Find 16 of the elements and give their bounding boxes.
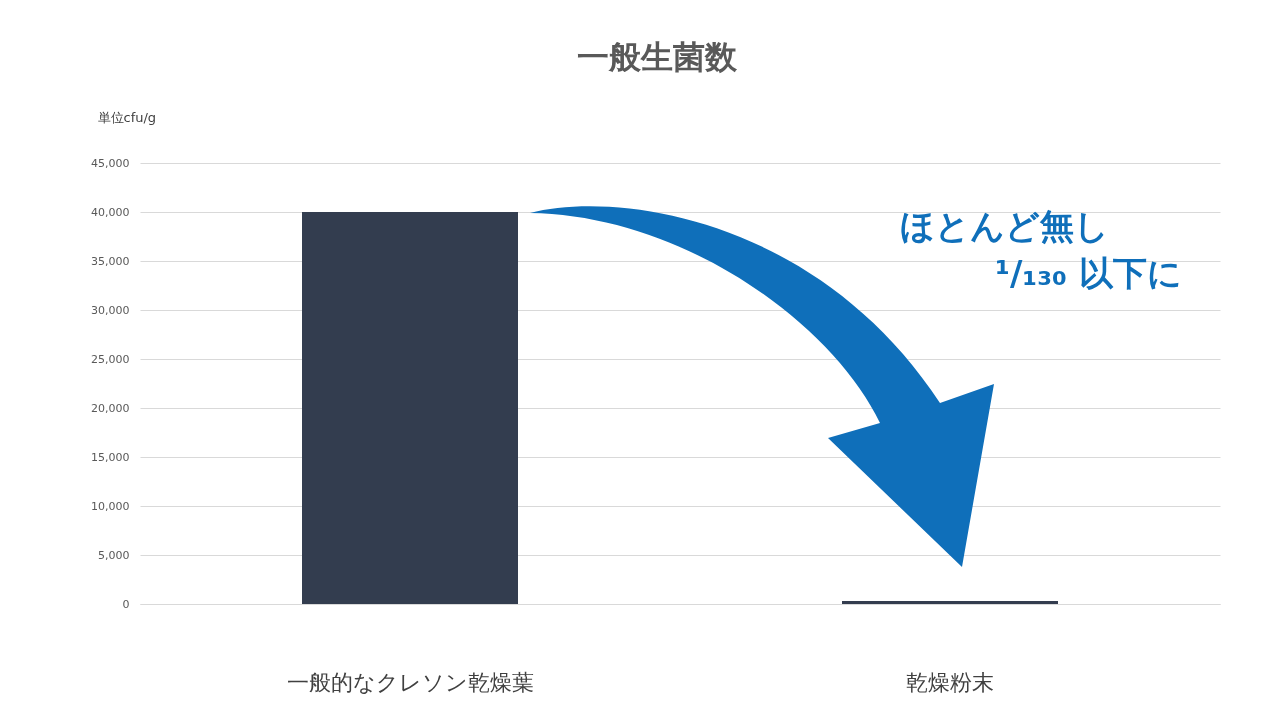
y-tick-label: 0 bbox=[122, 597, 130, 611]
annotation: ¹/₁₃₀ 以下に bbox=[995, 253, 1182, 293]
y-tick-label: 30,000 bbox=[91, 303, 130, 317]
y-tick-label: 20,000 bbox=[91, 401, 130, 415]
x-tick-label: 乾燥粉末 bbox=[906, 669, 994, 695]
y-tick-label: 10,000 bbox=[91, 499, 130, 513]
y-tick-label: 45,000 bbox=[91, 156, 130, 170]
y-tick-label: 5,000 bbox=[98, 548, 130, 562]
y-tick-label: 35,000 bbox=[91, 254, 130, 268]
y-tick-label: 15,000 bbox=[91, 450, 130, 464]
x-tick-label: 一般的なクレソン乾燥葉 bbox=[286, 669, 534, 695]
y-tick-label: 40,000 bbox=[91, 205, 130, 219]
y-tick-label: 25,000 bbox=[91, 352, 130, 366]
chart-title: 一般生菌数 bbox=[577, 38, 738, 76]
y-axis-title: 単位cfu/g bbox=[97, 109, 157, 125]
annotation: ほとんど無し bbox=[900, 206, 1109, 246]
